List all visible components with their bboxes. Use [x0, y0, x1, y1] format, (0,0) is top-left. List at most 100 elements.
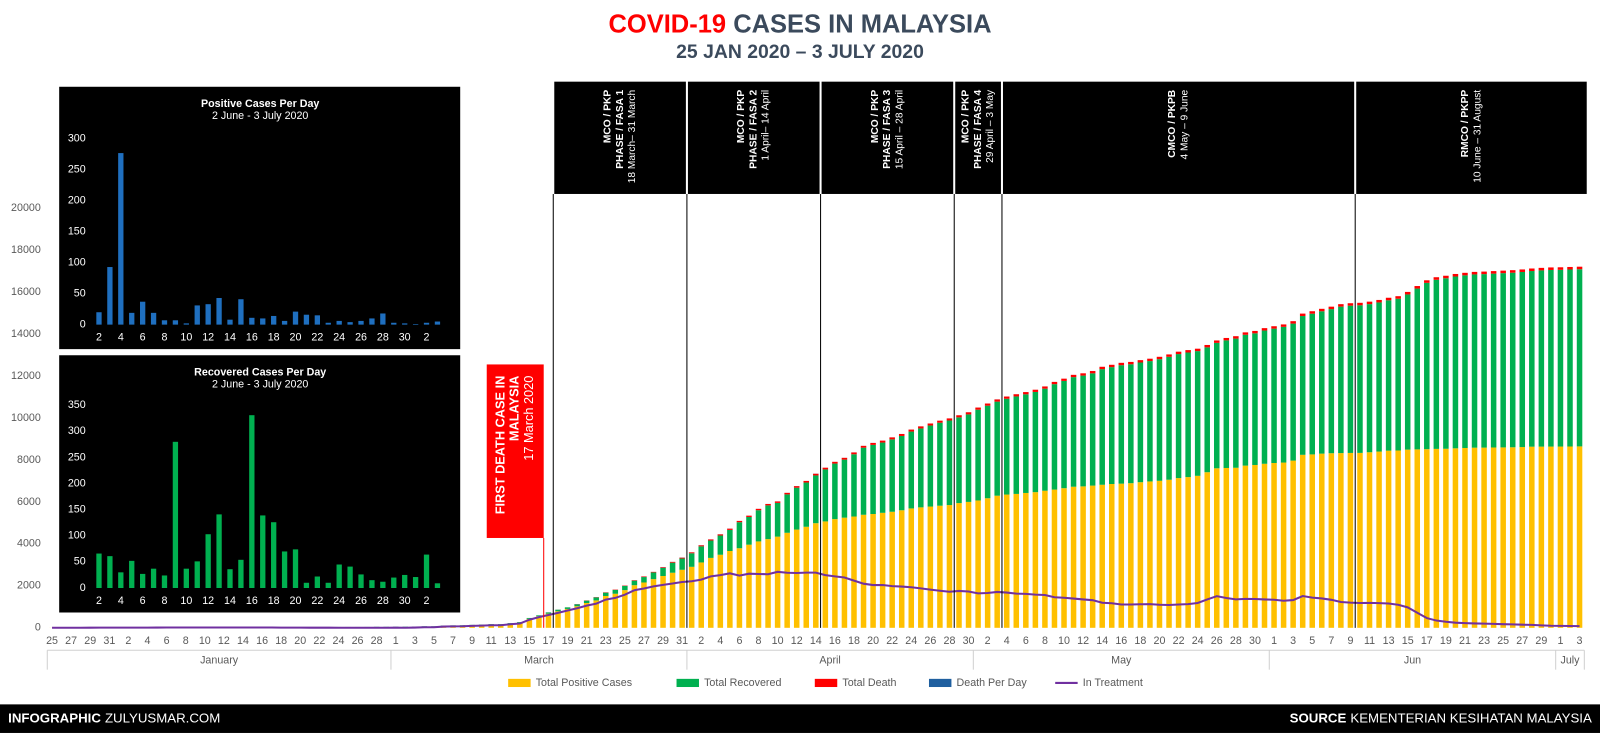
- bar-segment: [1099, 369, 1105, 485]
- bar-segment: [879, 442, 886, 513]
- bar-segment: [746, 544, 752, 628]
- bar-segment: [1194, 475, 1201, 628]
- bar-segment: [1452, 273, 1459, 277]
- bar-segment: [956, 503, 962, 628]
- phase-label: PHASE / FASA 2: [748, 90, 759, 169]
- inset-x-tick-label: 12: [202, 332, 214, 344]
- bar-segment: [793, 486, 800, 488]
- x-tick-label: 14: [1096, 635, 1108, 647]
- x-tick-label: 16: [256, 635, 268, 647]
- bar-segment: [1395, 296, 1401, 299]
- bar-segment: [1261, 463, 1268, 628]
- bar-segment: [1223, 337, 1230, 341]
- x-tick-label: 18: [275, 635, 287, 647]
- bar-segment: [1548, 446, 1554, 628]
- legend-label: Total Recovered: [704, 677, 781, 689]
- x-tick-label: 6: [1023, 635, 1029, 647]
- bar-segment: [965, 412, 972, 415]
- bar-segment: [1347, 452, 1354, 628]
- inset-y-tick-label: 200: [68, 477, 86, 489]
- bar-segment: [1013, 396, 1020, 494]
- bar-segment: [1185, 350, 1191, 353]
- bar-segment: [574, 606, 580, 628]
- bar-segment: [851, 454, 857, 517]
- bar-segment: [1233, 336, 1239, 339]
- x-tick-label: 14: [810, 635, 822, 647]
- inset-x-tick-label: 14: [224, 332, 236, 344]
- month-label: January: [200, 654, 239, 666]
- inset-bar: [129, 312, 135, 325]
- x-tick-label: 18: [1134, 635, 1146, 647]
- bar-segment: [803, 482, 810, 527]
- x-tick-label: 25: [619, 635, 631, 647]
- inset-bar: [172, 320, 179, 325]
- bar-segment: [1433, 279, 1440, 449]
- bar-segment: [517, 622, 523, 628]
- bar-segment: [1051, 489, 1058, 628]
- bar-segment: [1366, 304, 1373, 453]
- inset-y-tick-label: 50: [74, 287, 86, 299]
- x-tick-label: 8: [1042, 635, 1048, 647]
- bar-segment: [1032, 391, 1039, 493]
- bar-segment: [813, 523, 819, 628]
- y-tick-label: 10000: [11, 412, 41, 424]
- inset-x-tick-label: 6: [140, 595, 146, 607]
- bar-segment: [746, 515, 752, 517]
- inset-x-tick-label: 2: [96, 332, 102, 344]
- x-tick-label: 22: [313, 635, 325, 647]
- bar-segment: [1280, 324, 1287, 327]
- inset-x-tick-label: 2: [424, 332, 430, 344]
- x-tick-label: 1: [393, 635, 399, 647]
- inset-x-tick-label: 18: [268, 595, 280, 607]
- bar-segment: [1204, 472, 1210, 628]
- inset-x-tick-label: 22: [311, 595, 323, 607]
- bar-segment: [1366, 452, 1373, 628]
- bar-segment: [698, 545, 704, 547]
- x-tick-label: 9: [1347, 635, 1353, 647]
- inset-bar: [140, 301, 146, 325]
- x-tick-label: 22: [1173, 635, 1185, 647]
- bar-segment: [1481, 271, 1487, 275]
- phase-label: PHASE / FASA 4: [973, 90, 984, 169]
- bar-segment: [1023, 492, 1029, 628]
- bar-segment: [641, 582, 647, 628]
- bar-segment: [727, 529, 733, 551]
- bar-segment: [765, 503, 771, 506]
- inset-bar: [292, 311, 299, 325]
- month-label: April: [819, 654, 840, 666]
- inset-bar: [325, 322, 331, 325]
- inset-bar: [96, 312, 102, 325]
- bar-segment: [1366, 301, 1373, 305]
- bar-segment: [1214, 340, 1220, 343]
- phase-label: 29 April – 3 May: [985, 89, 996, 163]
- bar-segment: [717, 534, 724, 536]
- bar-segment: [1500, 447, 1506, 628]
- inset-bar: [271, 315, 277, 325]
- bar-segment: [1280, 326, 1287, 463]
- footer-left-bold: INFOGRAPHIC: [8, 710, 101, 725]
- legend-swatch: [508, 678, 531, 688]
- bar-segment: [1548, 267, 1554, 270]
- bar-segment: [1223, 467, 1230, 628]
- bar-segment: [1500, 273, 1506, 448]
- x-tick-label: 24: [905, 635, 917, 647]
- x-tick-label: 15: [1402, 635, 1414, 647]
- inset-bar: [271, 522, 277, 588]
- bar-segment: [1261, 330, 1268, 464]
- inset-x-tick-label: 4: [118, 332, 124, 344]
- inset-bar: [391, 577, 397, 588]
- inset-x-tick-label: 24: [333, 332, 345, 344]
- inset-bar: [281, 551, 288, 588]
- x-tick-label: 22: [886, 635, 898, 647]
- bar-segment: [688, 566, 695, 628]
- bar-segment: [583, 602, 590, 628]
- bar-segment: [1175, 478, 1182, 628]
- bar-segment: [1529, 271, 1535, 447]
- bar-segment: [1070, 377, 1077, 487]
- bar-segment: [908, 508, 915, 628]
- phase-label: PHASE / FASA 1: [615, 90, 626, 169]
- inset-y-tick-label: 200: [68, 195, 86, 207]
- bar-segment: [813, 473, 819, 476]
- x-tick-label: 25: [46, 635, 58, 647]
- bar-segment: [612, 593, 619, 628]
